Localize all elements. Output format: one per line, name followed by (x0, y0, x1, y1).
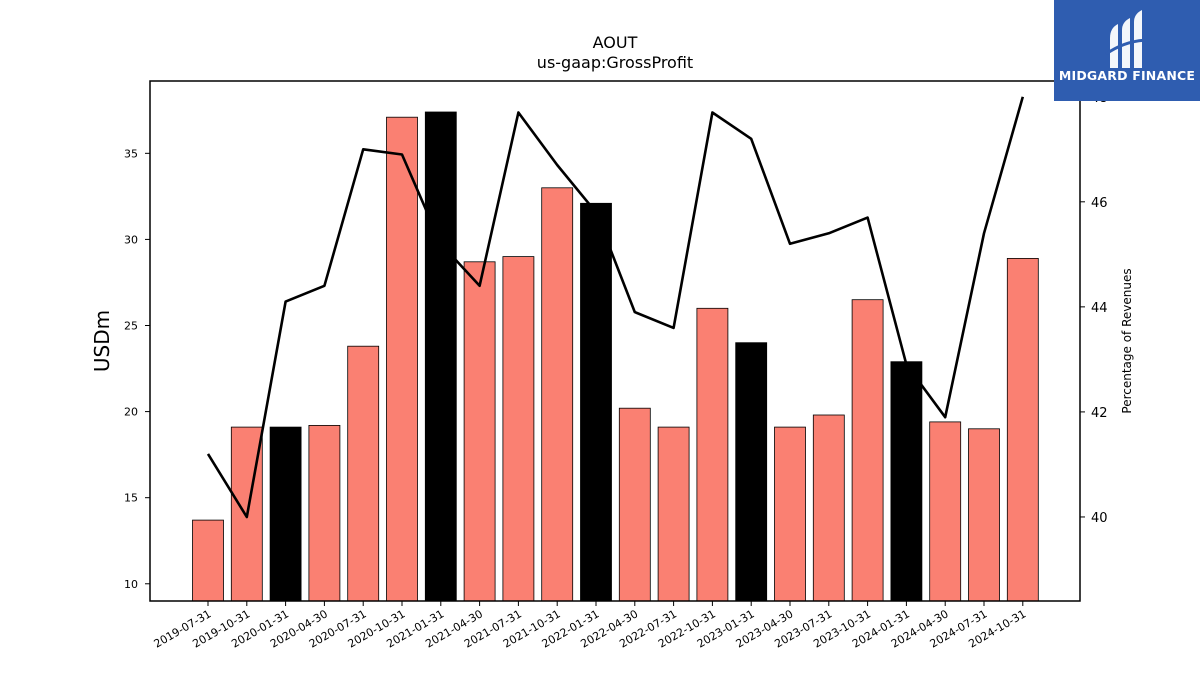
bar-2024-04-30 (929, 421, 962, 602)
plot-frame (149, 80, 1081, 602)
right-tick-label: 44 (1091, 301, 1108, 316)
bar-2020-10-31 (386, 116, 418, 602)
chart-title: AOUT (593, 33, 638, 52)
bar-2022-07-31 (657, 426, 690, 602)
bar-2023-10-31 (851, 299, 884, 602)
chart-subtitle: us-gaap:GrossProfit (537, 53, 693, 72)
left-tick-label: 30 (124, 233, 138, 246)
bar-2020-01-31 (269, 426, 302, 602)
y-axis-label-right: Percentage of Revenues (1120, 268, 1134, 413)
right-tick-label: 46 (1091, 196, 1108, 211)
bar-2021-04-30 (463, 261, 496, 602)
left-tick-label: 35 (124, 147, 138, 160)
left-axis-ticks: 10 15 20 25 30 35 (124, 147, 150, 591)
bar-2020-04-30 (308, 424, 341, 602)
left-tick-label: 25 (124, 320, 138, 333)
bar-2024-07-31 (968, 428, 1000, 602)
bar-2023-01-31 (735, 342, 768, 602)
left-tick-label: 15 (124, 492, 138, 505)
bar-2024-10-31 (1006, 257, 1039, 602)
left-tick-label: 10 (124, 578, 138, 591)
y-axis-label-left: USDm (90, 310, 114, 372)
logo-text: MIDGARD FINANCE (1058, 68, 1196, 83)
bar-2024-01-31 (890, 361, 923, 602)
midgard-finance-logo: MIDGARD FINANCE (1054, 0, 1200, 101)
bar-2022-10-31 (696, 307, 729, 602)
ratio-line-group (206, 96, 1025, 519)
bar-2023-07-31 (812, 414, 845, 602)
right-axis-ticks: 4042444648 (1080, 91, 1108, 526)
ratio-line (206, 96, 1025, 519)
bar-2019-07-31 (192, 519, 224, 602)
right-tick-label: 40 (1091, 511, 1108, 526)
bar-2022-01-31 (580, 202, 612, 602)
bar-2020-07-31 (347, 345, 380, 602)
bar-2021-01-31 (424, 111, 457, 602)
bar-2022-04-30 (618, 407, 651, 602)
bars-group (192, 111, 1039, 602)
bar-2021-10-31 (541, 187, 574, 602)
x-axis-ticks: 2019-07-312019-10-312020-01-312020-04-30… (152, 601, 1028, 651)
left-tick-label: 20 (124, 406, 138, 419)
bar-2023-04-30 (774, 426, 806, 602)
right-tick-label: 42 (1091, 406, 1108, 421)
logo-mark-icon (1105, 10, 1151, 68)
bar-2021-07-31 (502, 256, 535, 602)
